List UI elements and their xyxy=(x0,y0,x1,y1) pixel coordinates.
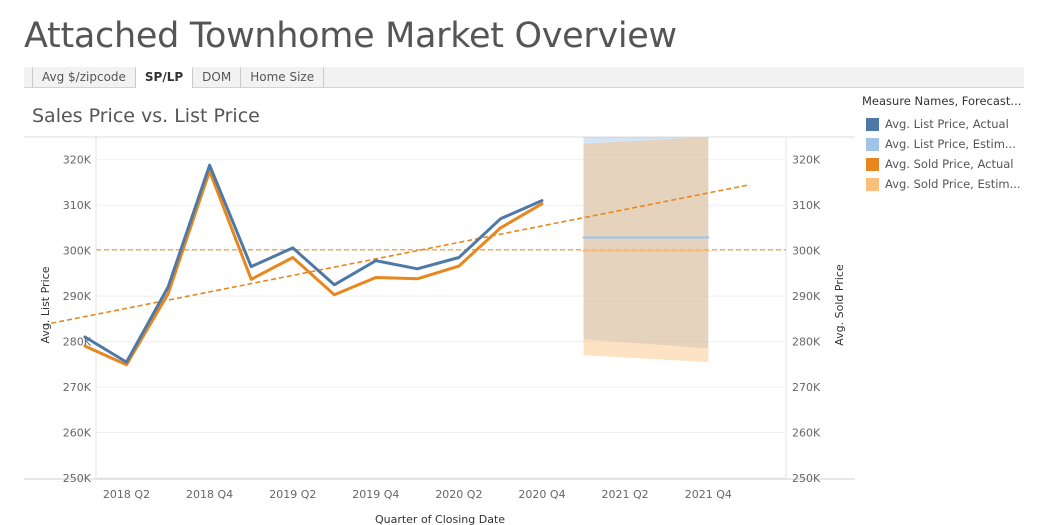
y-tick-label-right: 290K xyxy=(792,290,821,303)
y-tick-label-right: 260K xyxy=(792,427,821,440)
sales-vs-list-chart[interactable]: Sales Price vs. List Price 250K260K270K2… xyxy=(0,0,860,525)
x-tick-label: 2018 Q4 xyxy=(186,488,233,501)
y-tick-label-left: 250K xyxy=(63,472,92,485)
legend-item-list-price-actual[interactable]: Avg. List Price, Actual xyxy=(862,114,1042,134)
y-tick-label-left: 270K xyxy=(63,381,92,394)
forecast-band xyxy=(583,137,709,349)
y-tick-label-left: 290K xyxy=(63,290,92,303)
legend-swatch xyxy=(866,117,879,131)
y-tick-label-left: 300K xyxy=(63,245,92,258)
legend-label: Avg. List Price, Estim... xyxy=(885,137,1016,151)
legend-label: Avg. Sold Price, Estim... xyxy=(885,177,1021,191)
y-tick-label-right: 280K xyxy=(792,336,821,349)
series-line-actual xyxy=(83,163,544,364)
legend-title: Measure Names, Forecast... xyxy=(862,94,1022,108)
series-lines xyxy=(83,163,710,367)
legend-item-sold-price-actual[interactable]: Avg. Sold Price, Actual xyxy=(862,154,1042,174)
legend-label: Avg. List Price, Actual xyxy=(885,117,1009,131)
y-tick-label-left: 280K xyxy=(63,336,92,349)
y-axis-right-ticks: 250K 260K 270K 280K 290K 300K 310K 320K xyxy=(792,154,821,485)
tab-sp-lp[interactable]: SP/LP xyxy=(135,67,194,88)
x-tick-label: 2021 Q4 xyxy=(685,488,732,501)
legend: Measure Names, Forecast... Avg. List Pri… xyxy=(862,94,1042,194)
legend-item-sold-price-estimate[interactable]: Avg. Sold Price, Estim... xyxy=(862,174,1042,194)
chart-title: Sales Price vs. List Price xyxy=(32,105,260,127)
y-tick-label-right: 320K xyxy=(792,154,821,167)
tabs: Avg $/zipcode SP/LP DOM Home Size xyxy=(32,67,325,88)
y-tick-label-right: 250K xyxy=(792,472,821,485)
tab-bar: Avg $/zipcode SP/LP DOM Home Size xyxy=(24,67,1024,88)
x-axis-title: Quarter of Closing Date xyxy=(375,513,505,525)
x-tick-label: 2020 Q4 xyxy=(518,488,565,501)
legend-label: Avg. Sold Price, Actual xyxy=(885,157,1014,171)
page-title: Attached Townhome Market Overview xyxy=(24,16,677,56)
forecast-band xyxy=(583,137,709,363)
x-tick-label: 2019 Q4 xyxy=(352,488,399,501)
x-tick-label: 2021 Q2 xyxy=(602,488,649,501)
tab-dom[interactable]: DOM xyxy=(193,67,242,87)
legend-swatch xyxy=(866,177,879,191)
tab-avg-per-zipcode[interactable]: Avg $/zipcode xyxy=(32,67,136,87)
y-tick-label-left: 310K xyxy=(63,199,92,212)
x-axis-ticks: 2018 Q2 2018 Q4 2019 Q2 2019 Q4 2020 Q2 2020 … xyxy=(103,488,732,501)
legend-swatch xyxy=(866,137,879,151)
x-tick-label: 2019 Q2 xyxy=(269,488,316,501)
y-tick-label-left: 320K xyxy=(63,154,92,167)
y-axis-left-ticks: 250K 260K 270K 280K 290K 300K 310K 320K xyxy=(63,154,92,485)
y-tick-label-right: 300K xyxy=(792,245,821,258)
y-axis-left-title: Avg. List Price xyxy=(39,266,52,343)
legend-item-list-price-estimate[interactable]: Avg. List Price, Estim... xyxy=(862,134,1042,154)
y-tick-label-left: 260K xyxy=(63,427,92,440)
x-tick-label: 2018 Q2 xyxy=(103,488,150,501)
series-line-actual xyxy=(83,169,544,367)
y-tick-label-right: 270K xyxy=(792,381,821,394)
x-tick-label: 2020 Q2 xyxy=(435,488,482,501)
legend-swatch xyxy=(866,157,879,171)
y-tick-label-right: 310K xyxy=(792,199,821,212)
tab-home-size[interactable]: Home Size xyxy=(241,67,325,87)
y-axis-right-title: Avg. Sold Price xyxy=(833,264,846,346)
forecast-bands xyxy=(583,137,709,363)
